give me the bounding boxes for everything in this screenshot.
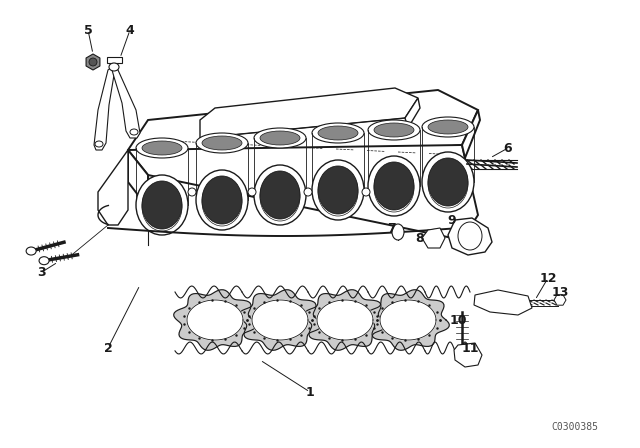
Ellipse shape xyxy=(202,176,242,224)
Ellipse shape xyxy=(26,247,36,255)
Ellipse shape xyxy=(304,188,312,196)
Ellipse shape xyxy=(196,170,248,230)
Polygon shape xyxy=(128,145,478,240)
Polygon shape xyxy=(454,343,482,367)
Polygon shape xyxy=(317,300,373,340)
Text: 1: 1 xyxy=(306,385,314,399)
Ellipse shape xyxy=(248,188,256,196)
Ellipse shape xyxy=(260,171,300,219)
Text: 10: 10 xyxy=(449,314,467,327)
Polygon shape xyxy=(239,290,321,350)
Polygon shape xyxy=(448,218,492,255)
Polygon shape xyxy=(462,110,480,158)
Ellipse shape xyxy=(254,128,306,148)
Ellipse shape xyxy=(362,188,370,196)
Text: 8: 8 xyxy=(416,232,424,245)
Polygon shape xyxy=(380,300,436,340)
Ellipse shape xyxy=(318,166,358,214)
Ellipse shape xyxy=(374,123,414,137)
Polygon shape xyxy=(112,67,140,138)
Ellipse shape xyxy=(312,123,364,143)
Polygon shape xyxy=(187,300,243,340)
Polygon shape xyxy=(200,88,418,138)
Text: 7: 7 xyxy=(388,221,396,234)
Ellipse shape xyxy=(368,156,420,216)
Ellipse shape xyxy=(422,117,474,137)
Ellipse shape xyxy=(422,152,474,212)
Polygon shape xyxy=(422,228,445,248)
Ellipse shape xyxy=(458,222,482,250)
Text: 6: 6 xyxy=(504,142,512,155)
Ellipse shape xyxy=(142,141,182,155)
Polygon shape xyxy=(405,98,420,128)
Ellipse shape xyxy=(392,224,404,240)
Text: 12: 12 xyxy=(540,271,557,284)
Ellipse shape xyxy=(428,158,468,206)
Polygon shape xyxy=(367,290,449,350)
Polygon shape xyxy=(94,67,116,150)
Polygon shape xyxy=(107,57,122,63)
Polygon shape xyxy=(128,90,478,175)
Text: 13: 13 xyxy=(551,285,569,298)
Ellipse shape xyxy=(202,136,242,150)
Ellipse shape xyxy=(89,58,97,66)
Polygon shape xyxy=(86,54,100,70)
Ellipse shape xyxy=(188,188,196,196)
Ellipse shape xyxy=(374,162,414,210)
Ellipse shape xyxy=(130,129,138,135)
Ellipse shape xyxy=(368,120,420,140)
Ellipse shape xyxy=(428,120,468,134)
Polygon shape xyxy=(474,290,532,315)
Ellipse shape xyxy=(95,141,103,147)
Ellipse shape xyxy=(142,181,182,229)
Polygon shape xyxy=(128,150,148,208)
Text: 2: 2 xyxy=(104,341,113,354)
Text: 9: 9 xyxy=(448,214,456,227)
Text: C0300385: C0300385 xyxy=(551,422,598,432)
Polygon shape xyxy=(554,295,566,305)
Polygon shape xyxy=(252,300,308,340)
Ellipse shape xyxy=(196,133,248,153)
Ellipse shape xyxy=(136,175,188,235)
Text: 5: 5 xyxy=(84,23,92,36)
Text: 3: 3 xyxy=(38,266,46,279)
Text: 11: 11 xyxy=(461,341,479,354)
Polygon shape xyxy=(173,290,256,350)
Ellipse shape xyxy=(109,63,119,71)
Ellipse shape xyxy=(39,257,49,265)
Ellipse shape xyxy=(312,160,364,220)
Polygon shape xyxy=(304,290,387,350)
Polygon shape xyxy=(98,150,128,225)
Ellipse shape xyxy=(318,126,358,140)
Text: 4: 4 xyxy=(125,23,134,36)
Ellipse shape xyxy=(136,138,188,158)
Ellipse shape xyxy=(260,131,300,145)
Ellipse shape xyxy=(254,165,306,225)
